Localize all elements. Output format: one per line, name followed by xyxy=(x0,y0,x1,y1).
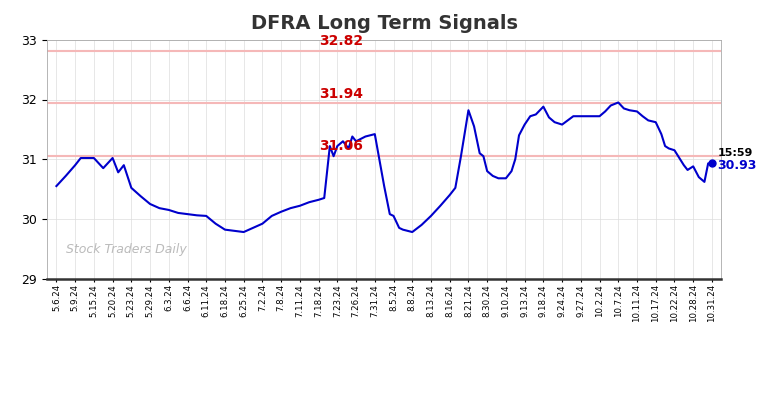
Title: DFRA Long Term Signals: DFRA Long Term Signals xyxy=(251,14,517,33)
Text: 15:59: 15:59 xyxy=(717,148,753,158)
Text: 31.94: 31.94 xyxy=(320,87,364,101)
Text: 31.06: 31.06 xyxy=(320,139,364,153)
Text: 30.93: 30.93 xyxy=(717,159,757,172)
Text: 32.82: 32.82 xyxy=(320,34,364,48)
Text: Stock Traders Daily: Stock Traders Daily xyxy=(66,243,187,256)
